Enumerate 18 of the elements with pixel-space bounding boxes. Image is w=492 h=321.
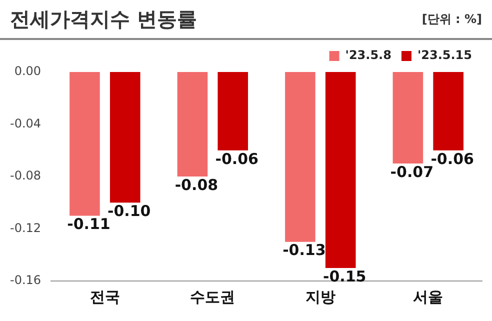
- data-label: -0.13: [282, 241, 326, 260]
- x-tick-label: 지방: [305, 288, 336, 306]
- data-label: -0.08: [174, 176, 218, 194]
- legend-label: '23.5.15: [417, 48, 472, 62]
- y-tick-label: -0.08: [10, 168, 42, 183]
- data-label: -0.06: [215, 150, 258, 168]
- data-label: -0.15: [322, 267, 366, 286]
- legend-label: '23.5.8: [345, 48, 392, 62]
- y-tick-label: -0.12: [10, 220, 42, 235]
- y-tick-label: -0.04: [10, 116, 42, 130]
- chart-subtitle: [단위 : %]: [422, 10, 482, 28]
- y-tick-label: 0.00: [14, 64, 42, 78]
- data-label: -0.07: [390, 162, 434, 181]
- chart-title: 전세가격지수 변동률: [10, 6, 197, 32]
- x-tick-label: 서울: [413, 288, 444, 306]
- x-tick-label: 전국: [90, 288, 120, 306]
- y-tick-label: -0.16: [10, 273, 42, 288]
- x-tick-label: 수도권: [190, 288, 236, 306]
